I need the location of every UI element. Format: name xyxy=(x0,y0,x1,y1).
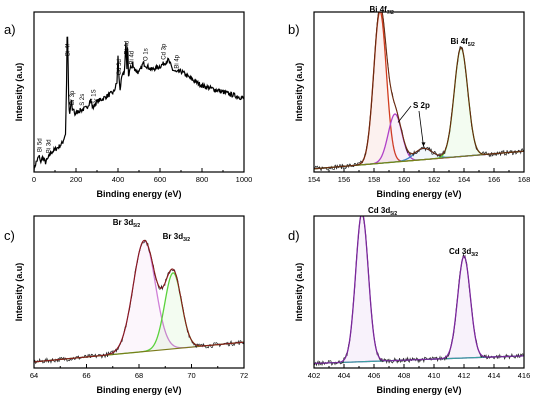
panel-d: d) 402 404 406 408 410 412 414 416 Binding energy… xyxy=(288,206,530,395)
x-tick-label: 158 xyxy=(368,175,381,184)
fit-envelope-line xyxy=(314,216,524,364)
axes-frame xyxy=(33,11,245,173)
peak-annotation: Bi 5d xyxy=(37,138,43,152)
panel-label: c) xyxy=(4,228,15,243)
survey-spectrum-line xyxy=(34,36,244,172)
raw-data-line xyxy=(314,12,524,171)
x-tick-label: 200 xyxy=(70,175,83,184)
y-axis-title: Intensity (a.u) xyxy=(294,63,304,122)
plot-area xyxy=(314,216,524,367)
x-tick-label: 410 xyxy=(428,371,441,380)
peak-annotation: Bi 4d xyxy=(129,51,135,65)
x-tick-label: 400 xyxy=(112,175,125,184)
plot-area xyxy=(314,12,524,171)
y-axis-title: Intensity (a.u) xyxy=(14,63,24,122)
fit-envelope-line xyxy=(34,239,244,363)
x-tick-label: 66 xyxy=(82,371,90,380)
peak-component-0 xyxy=(314,12,524,170)
peak-fill-0 xyxy=(314,12,524,169)
x-tick-label: 162 xyxy=(428,175,441,184)
peak-annotation: Cd 3p xyxy=(162,43,168,60)
x-tick-label: 168 xyxy=(518,175,531,184)
x-tick-label: 408 xyxy=(398,371,411,380)
x-tick-label: 154 xyxy=(308,175,321,184)
peak-label: Cd 3d3/2 xyxy=(449,247,478,258)
peak-component-1 xyxy=(314,255,524,365)
x-tick-label: 800 xyxy=(196,175,209,184)
x-axis-title: Binding energy (eV) xyxy=(96,385,181,395)
panel-a: a) 0 200 400 600 800 1000 Binding energy (eV) In… xyxy=(4,11,253,199)
x-tick-label: 404 xyxy=(338,371,351,380)
panel-label: b) xyxy=(288,22,300,37)
x-tick-label: 412 xyxy=(458,371,471,380)
axes-frame xyxy=(313,215,525,369)
panel-label: d) xyxy=(288,228,300,243)
peak-annotation: S 2s xyxy=(80,94,86,106)
x-axis-title: Binding energy (eV) xyxy=(376,385,461,395)
y-axis-title: Intensity (a.u) xyxy=(14,263,24,322)
peak-annotation: Bi 4p xyxy=(175,54,181,68)
x-tick-label: 0 xyxy=(32,175,36,184)
peak-fill-1 xyxy=(314,256,524,364)
arrow-head xyxy=(421,142,426,147)
x-tick-label: 70 xyxy=(187,371,195,380)
arrow-line xyxy=(418,110,424,147)
panel-c: c) 64 66 68 70 72 Binding energy (eV) Intensity… xyxy=(4,215,248,395)
raw-data-line xyxy=(314,216,524,367)
peak-fill-3 xyxy=(314,47,524,169)
panel-label: a) xyxy=(4,22,16,37)
x-tick-label: 72 xyxy=(240,371,248,380)
x-tick-label: 64 xyxy=(30,371,38,380)
peak-annotation: Bi 4f xyxy=(65,44,71,56)
peak-fill-2 xyxy=(314,148,524,169)
x-tick-label: 164 xyxy=(458,175,471,184)
plot-area xyxy=(34,36,244,172)
peak-annotation: Cd 3d xyxy=(117,59,123,75)
x-tick-label: 416 xyxy=(518,371,531,380)
peak-label: Bi 4f5/2 xyxy=(451,37,476,48)
x-tick-label: 156 xyxy=(338,175,351,184)
x-tick-label: 1000 xyxy=(236,175,253,184)
arrow-line xyxy=(397,105,412,123)
peak-annotation: Bi 4d xyxy=(124,41,130,55)
peak-annotation: C 1S xyxy=(92,89,98,102)
x-tick-label: 402 xyxy=(308,371,321,380)
peak-annotation: Br 3p xyxy=(70,90,76,105)
x-axis-title: Binding energy (eV) xyxy=(376,189,461,199)
x-tick-label: 68 xyxy=(135,371,143,380)
peak-fill-0 xyxy=(314,216,524,364)
x-axis-title: Binding energy (eV) xyxy=(96,189,181,199)
y-axis-title: Intensity (a.u) xyxy=(294,263,304,322)
peak-label: Bi 4f7/2 xyxy=(370,5,395,16)
peak-label: Br 3d3/2 xyxy=(163,232,191,243)
peak-component-0 xyxy=(314,216,524,365)
axes-frame xyxy=(313,11,525,173)
peak-annotation: Bi 3d xyxy=(47,139,53,153)
peak-label: S 2p xyxy=(413,101,430,110)
panel-b: b) 154 156 158 160 162 164 166 168 Binding energy… xyxy=(288,5,530,199)
fit-envelope-line xyxy=(314,12,524,170)
x-tick-label: 160 xyxy=(398,175,411,184)
peak-label: Cd 3d5/2 xyxy=(368,206,397,217)
x-tick-label: 414 xyxy=(488,371,501,380)
x-tick-label: 406 xyxy=(368,371,381,380)
plot-area xyxy=(34,239,244,365)
peak-label: Br 3d5/2 xyxy=(113,218,141,229)
peak-annotation: O 1s xyxy=(144,48,150,61)
x-tick-label: 166 xyxy=(488,175,501,184)
x-tick-label: 600 xyxy=(154,175,167,184)
peak-fill-0 xyxy=(34,240,244,362)
